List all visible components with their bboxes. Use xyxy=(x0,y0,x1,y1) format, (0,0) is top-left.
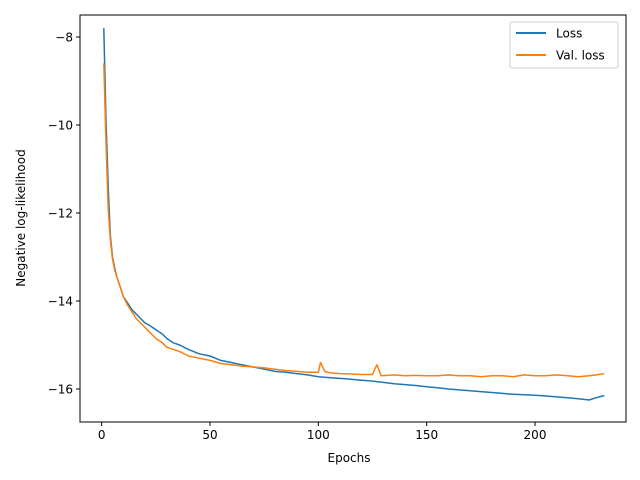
legend: Loss Val. loss xyxy=(509,21,619,69)
x-tick-label: 200 xyxy=(524,428,547,442)
legend-label-loss: Loss xyxy=(556,27,582,41)
y-tick-label: −8 xyxy=(55,31,73,45)
x-tick-label: 150 xyxy=(415,428,438,442)
series-line-val-loss xyxy=(103,63,605,378)
y-tick-label: −16 xyxy=(48,383,73,397)
x-tick-label: 0 xyxy=(98,428,106,442)
series-lines xyxy=(103,28,605,401)
series-line-loss xyxy=(103,28,605,401)
axes-frame xyxy=(79,14,627,423)
y-tick-label: −14 xyxy=(48,295,73,309)
y-ticks: −8 −10 −12 −14 −16 xyxy=(48,31,80,397)
y-tick-label: −12 xyxy=(48,207,73,221)
x-tick-label: 100 xyxy=(307,428,330,442)
y-tick-label: −10 xyxy=(48,119,73,133)
y-axis-label: Negative log-likelihood xyxy=(14,149,28,286)
x-tick-label: 50 xyxy=(202,428,217,442)
x-axis-label: Epochs xyxy=(328,451,371,465)
legend-label-val-loss: Val. loss xyxy=(556,49,605,63)
x-ticks: 0 50 100 150 200 xyxy=(98,422,547,442)
